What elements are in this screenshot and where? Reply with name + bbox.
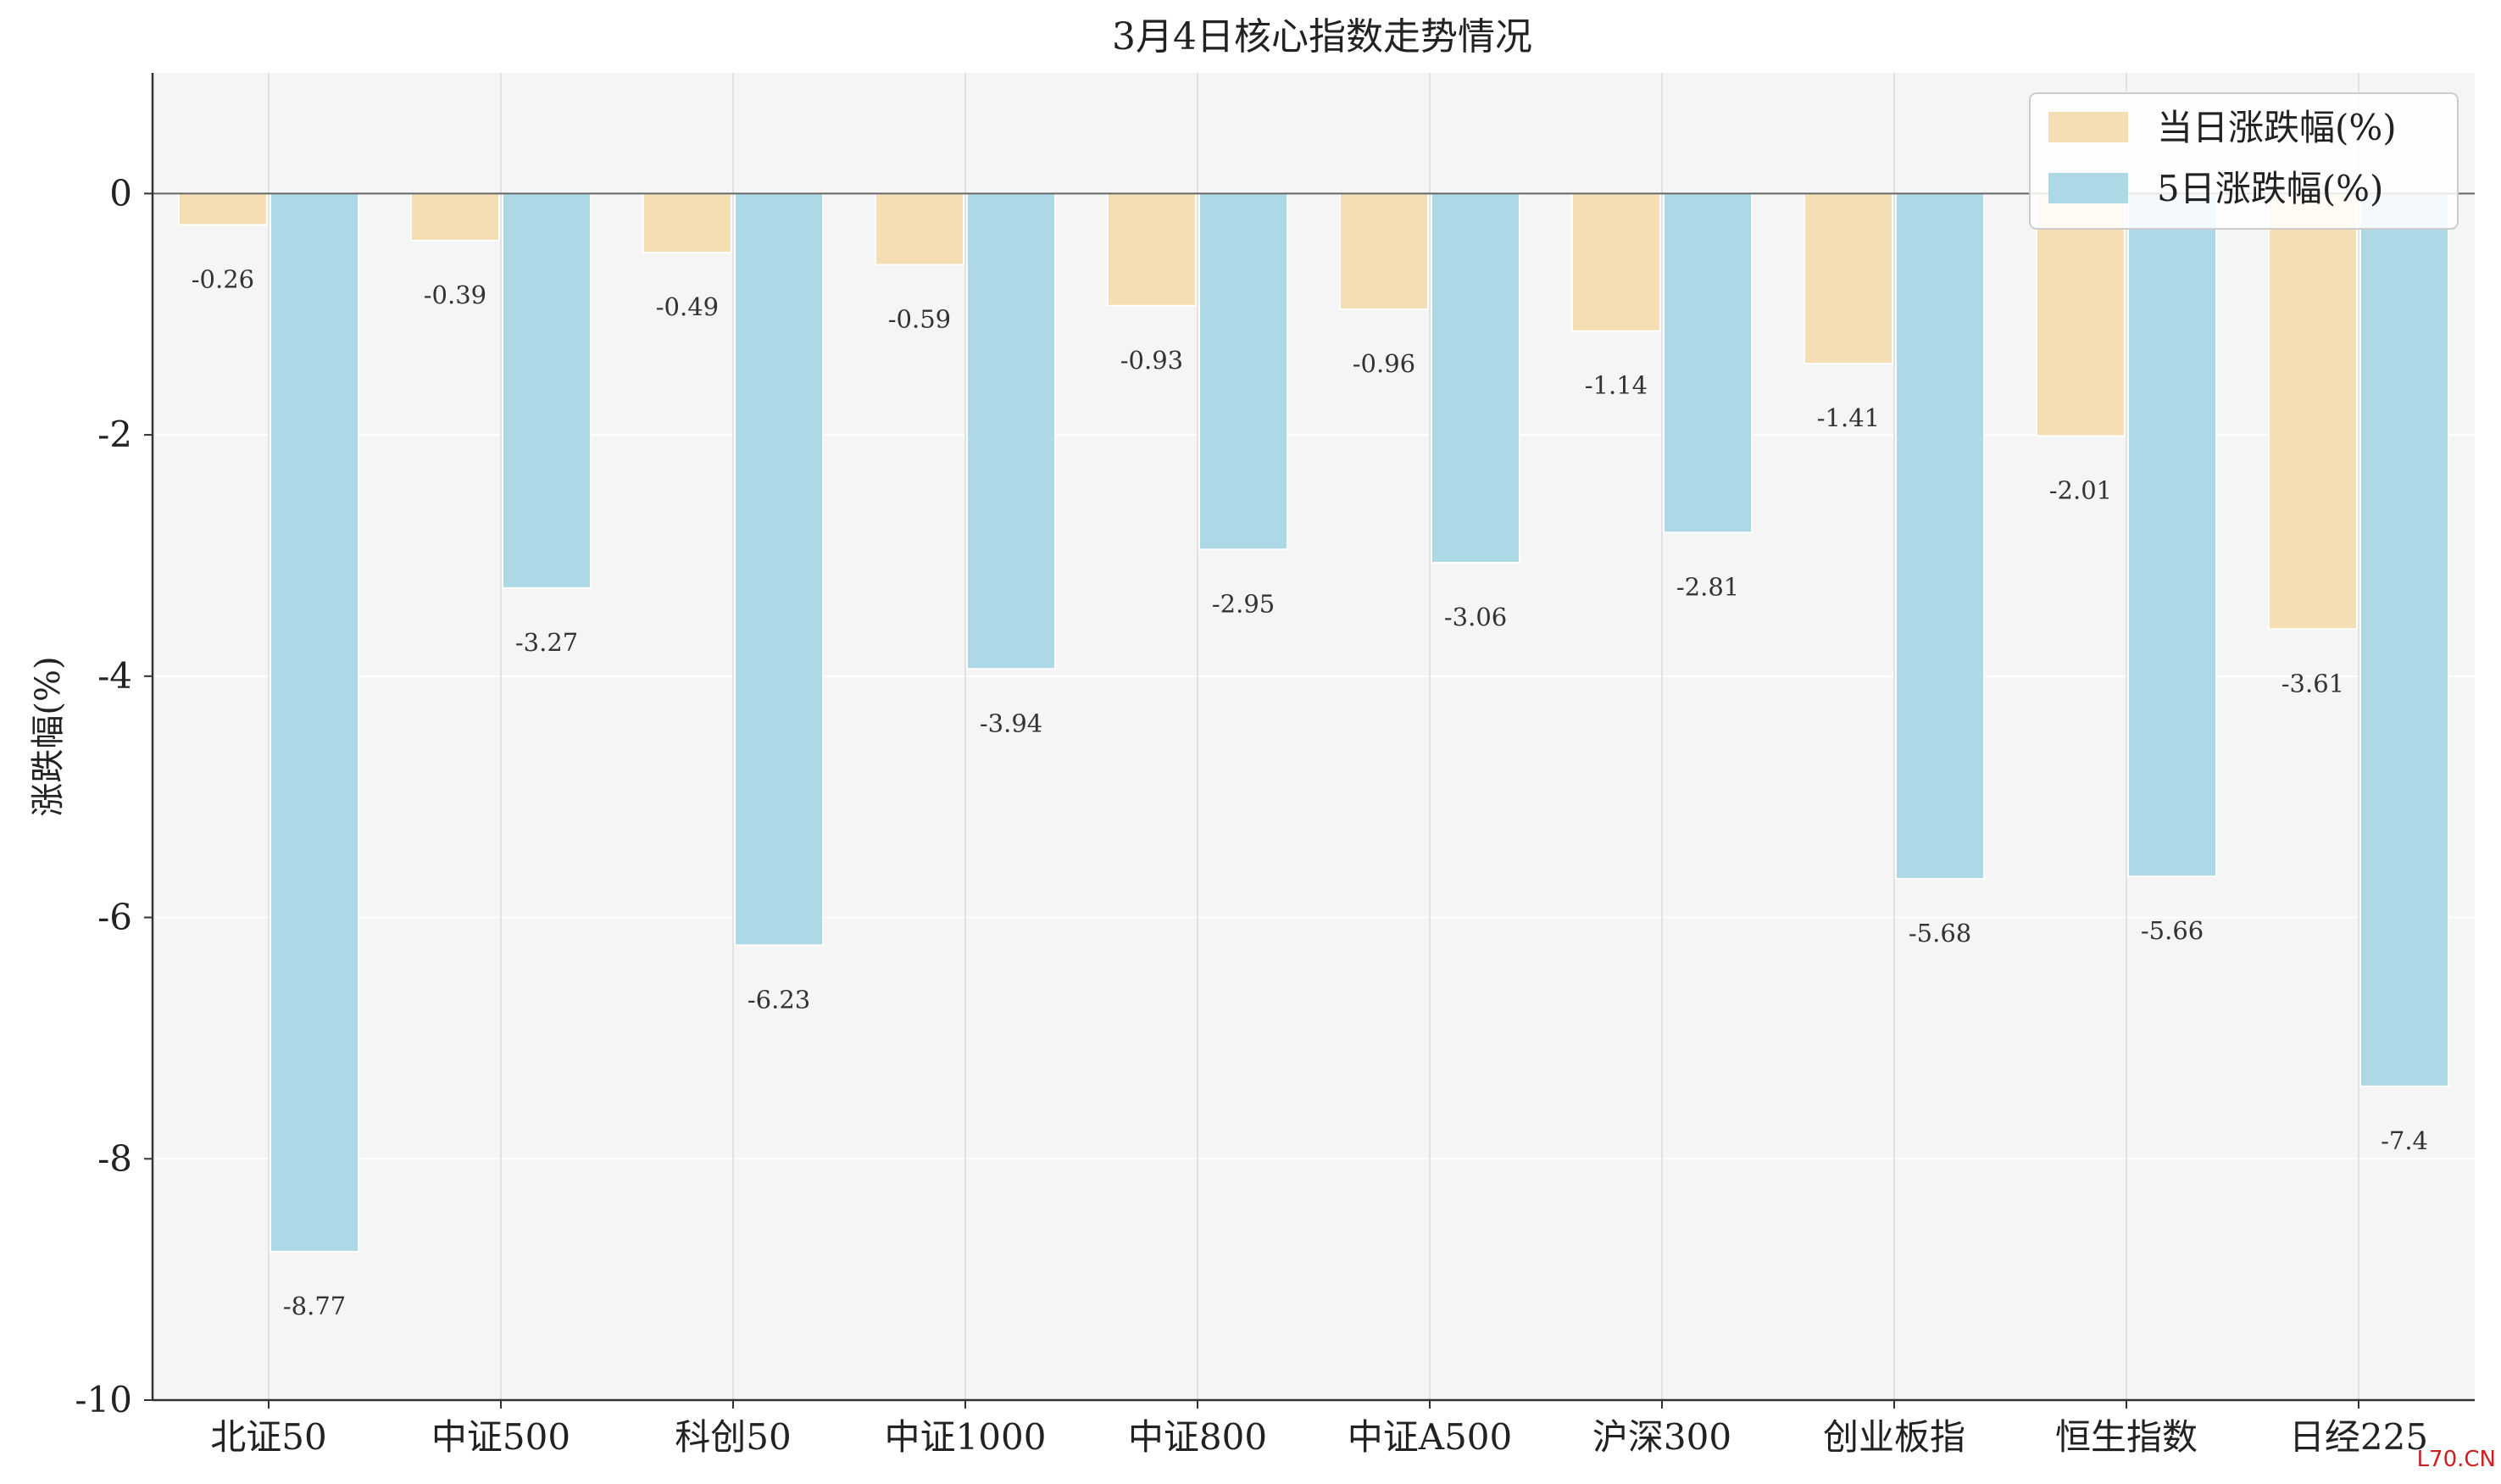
bar-five-day: [966, 192, 1057, 670]
bar-daily: [2035, 192, 2126, 437]
y-tick-label: -10: [75, 1379, 132, 1420]
bar-five-day: [1895, 192, 1986, 880]
x-tick-label: 恒生指数: [2055, 1416, 2198, 1458]
bar-daily: [1570, 192, 1662, 332]
bar-daily: [1338, 192, 1430, 311]
data-label: -3.27: [515, 628, 578, 657]
legend-box: [2029, 92, 2459, 230]
y-tick-label: -6: [97, 897, 132, 938]
data-label: -5.68: [1909, 919, 1971, 948]
data-label: -8.77: [283, 1292, 346, 1320]
x-tick-labels: 北证50 中证500 科创50 中证1000 中证800 中证A500 沪深300 创业板指 恒…: [210, 1400, 2428, 1458]
watermark: L70.CN: [2416, 1447, 2496, 1472]
y-tick-label: -2: [97, 414, 132, 455]
data-label: -2.95: [1212, 589, 1275, 618]
x-tick-label: 科创50: [675, 1416, 791, 1458]
bar-daily: [874, 192, 965, 266]
chart-title: 3月4日核心指数走势情况: [1112, 15, 1532, 58]
data-label: -0.39: [424, 281, 486, 309]
data-label: -0.59: [888, 304, 951, 333]
bar-five-day: [1198, 192, 1289, 551]
data-label: -2.01: [2049, 476, 2112, 505]
bar-five-day: [1431, 192, 1521, 564]
bar-daily: [2267, 192, 2358, 631]
y-tick-labels: 0 -2 -4 -6 -8 -10: [75, 172, 153, 1420]
x-tick-label: 北证50: [210, 1416, 326, 1458]
bar-five-day: [734, 192, 825, 947]
y-tick-label: -4: [97, 655, 132, 697]
bar-five-day: [502, 192, 592, 589]
y-tick-label: 0: [109, 172, 132, 214]
bar-daily: [409, 192, 501, 242]
y-tick-label: -8: [97, 1137, 132, 1179]
x-tick-label: 中证A500: [1348, 1416, 1513, 1458]
legend-label: 5日涨跌幅(%): [2157, 168, 2383, 209]
legend: 当日涨跌幅(%) 5日涨跌幅(%): [2029, 92, 2459, 230]
bars: [177, 192, 2450, 1253]
x-tick-label: 中证500: [431, 1416, 570, 1458]
x-tick-label: 沪深300: [1592, 1416, 1731, 1458]
data-label: -0.49: [656, 292, 719, 321]
bar-five-day: [270, 192, 360, 1253]
legend-swatch: [2048, 173, 2128, 203]
bar-daily: [177, 192, 269, 226]
data-label: -0.93: [1120, 346, 1183, 375]
x-tick-label: 中证1000: [885, 1416, 1047, 1458]
data-labels: -0.26 -0.39 -0.49 -0.59 -0.93 -0.96 -1.14 -1.41…: [192, 264, 2428, 1320]
data-label: -6.23: [748, 985, 810, 1014]
data-label: -3.61: [2281, 669, 2344, 698]
data-label: -3.06: [1444, 603, 1507, 631]
legend-swatch: [2048, 112, 2128, 142]
data-label: -1.14: [1585, 371, 1648, 400]
data-label: -1.41: [1817, 403, 1880, 432]
legend-label: 当日涨跌幅(%): [2157, 107, 2397, 148]
bar-daily: [642, 192, 733, 254]
bar-daily: [1803, 192, 1893, 365]
data-label: -0.96: [1353, 349, 1415, 378]
x-tick-label: 创业板指: [1823, 1416, 1965, 1458]
data-label: -2.81: [1676, 572, 1739, 601]
y-axis-label: 涨跌幅(%): [29, 656, 68, 816]
grid-lines: [153, 73, 2475, 1401]
data-label: -0.26: [192, 264, 254, 293]
x-tick-label: 中证800: [1128, 1416, 1267, 1458]
bar-five-day: [2359, 192, 2450, 1087]
x-tick-label: 日经225: [2289, 1416, 2428, 1458]
bar-five-day: [1663, 192, 1753, 534]
data-label: -3.94: [980, 709, 1042, 737]
data-label: -7.4: [2381, 1126, 2428, 1155]
bar-daily: [1106, 192, 1198, 307]
data-label: -5.66: [2141, 916, 2204, 945]
bar-five-day: [2127, 192, 2218, 878]
